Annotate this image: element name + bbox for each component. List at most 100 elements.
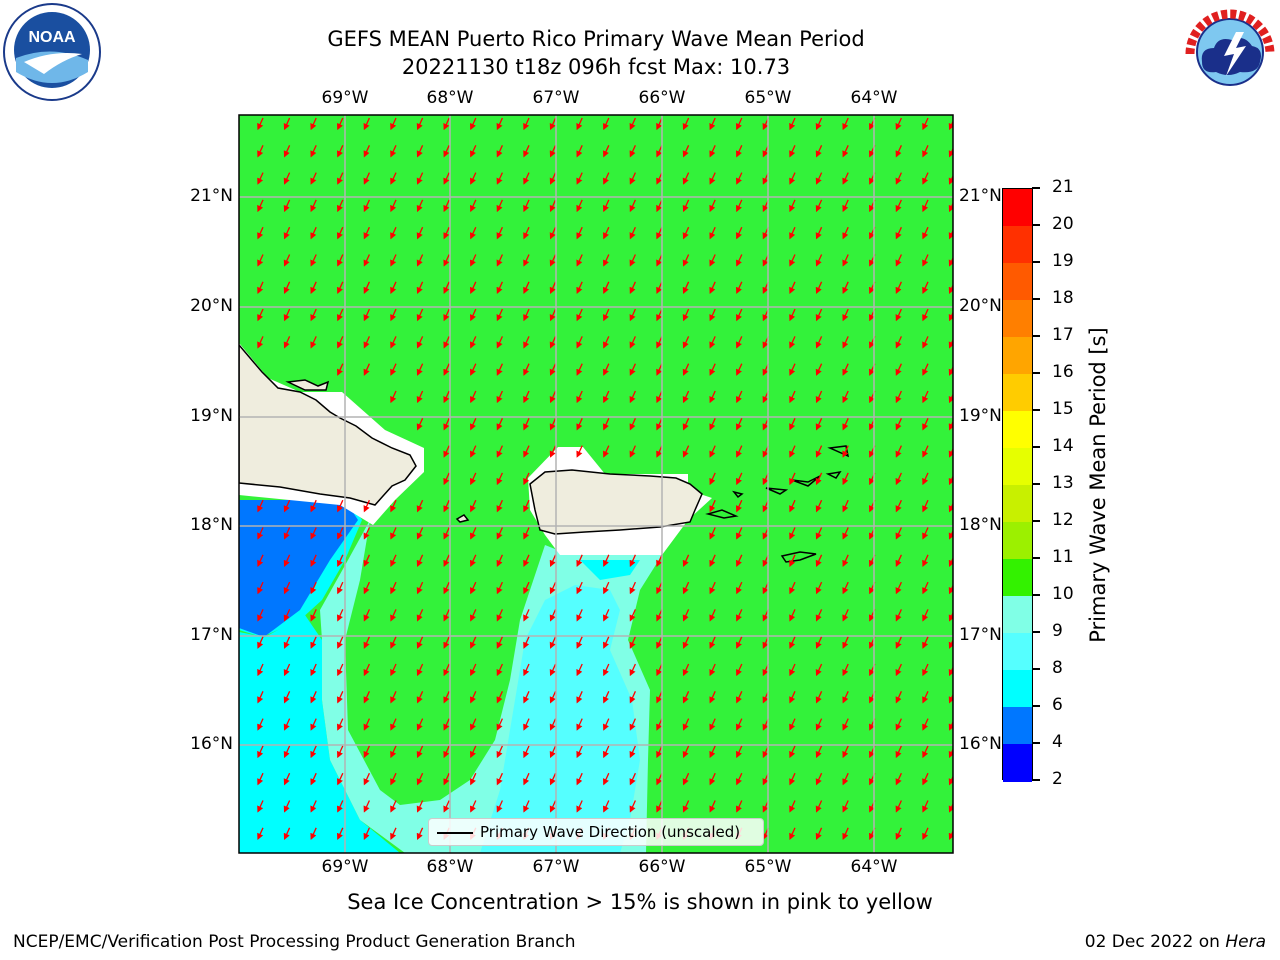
wave-direction-arrow <box>789 117 796 131</box>
wave-direction-arrow <box>735 554 743 567</box>
wave-direction-arrow <box>629 800 636 813</box>
wave-direction-arrow <box>390 117 397 131</box>
wave-direction-arrow <box>682 691 690 704</box>
wave-direction-arrow <box>815 527 823 540</box>
wave-direction-arrow <box>390 390 397 404</box>
wave-direction-arrow <box>310 663 317 677</box>
wave-direction-arrow <box>549 691 557 704</box>
wave-direction-arrow <box>523 663 530 677</box>
footer-date: 02 Dec 2022 on Hera <box>1085 932 1266 952</box>
wave-direction-arrow <box>842 472 849 486</box>
wave-direction-arrow <box>842 745 849 759</box>
colorbar-segment <box>1003 596 1032 634</box>
wave-direction-arrow <box>709 499 716 513</box>
wave-direction-arrow <box>895 827 902 840</box>
wave-direction-arrow <box>416 499 424 513</box>
wave-direction-arrow <box>842 308 849 322</box>
wave-direction-arrow <box>842 718 849 731</box>
wave-direction-arrow <box>390 199 397 213</box>
wave-direction-arrow <box>336 663 344 677</box>
wave-direction-arrow <box>735 636 743 649</box>
wave-direction-arrow <box>469 581 477 595</box>
wave-direction-arrow <box>576 554 583 567</box>
wave-direction-arrow <box>576 636 583 649</box>
colorbar-tick-mark <box>1032 187 1040 189</box>
wave-direction-arrow <box>549 308 557 322</box>
colorbar-tick-mark <box>1032 298 1040 300</box>
wave-direction-arrow <box>363 636 370 649</box>
wave-direction-arrow <box>735 226 743 240</box>
wave-direction-arrow <box>709 418 716 431</box>
wave-direction-arrow <box>948 474 953 486</box>
colorbar-tick-mark <box>1032 557 1040 559</box>
wave-direction-arrow <box>576 609 583 622</box>
wave-direction-arrow <box>815 800 823 813</box>
wave-direction-arrow <box>842 663 849 677</box>
wave-direction-arrow <box>815 745 823 759</box>
wave-direction-arrow <box>283 172 291 185</box>
wave-direction-arrow <box>310 527 317 540</box>
wave-direction-arrow <box>656 691 663 704</box>
wave-direction-arrow <box>629 554 636 567</box>
wave-direction-arrow <box>363 772 370 786</box>
wave-direction-arrow <box>257 636 264 649</box>
wave-direction-arrow <box>709 199 716 213</box>
wave-direction-arrow <box>922 636 929 649</box>
wave-direction-arrow <box>523 800 530 813</box>
wave-direction-arrow <box>815 663 823 677</box>
latitude-label: 18°N <box>190 515 233 535</box>
wave-direction-arrow <box>416 390 424 404</box>
wave-direction-arrow <box>922 609 929 622</box>
wave-direction-arrow <box>523 472 530 486</box>
colorbar-tick-mark <box>1032 779 1040 781</box>
wave-direction-arrow <box>815 499 823 513</box>
wave-direction-arrow <box>735 581 743 595</box>
wave-direction-arrow <box>390 499 397 513</box>
wave-direction-arrow <box>523 745 530 759</box>
wave-direction-arrow <box>922 827 929 840</box>
wave-direction-arrow <box>310 281 317 294</box>
wave-direction-arrow <box>629 581 636 595</box>
wave-direction-arrow <box>682 418 690 431</box>
wave-direction-arrow <box>576 363 583 376</box>
wave-direction-arrow <box>416 609 424 622</box>
wave-direction-arrow <box>709 308 716 322</box>
longitude-label: 67°W <box>532 857 580 877</box>
wave-direction-arrow <box>363 254 370 267</box>
wave-direction-arrow <box>895 336 902 349</box>
wave-direction-arrow <box>815 199 823 213</box>
wave-direction-arrow <box>815 281 823 294</box>
wave-direction-arrow <box>602 226 610 240</box>
wave-direction-arrow <box>390 609 397 622</box>
wave-direction-arrow <box>336 636 344 649</box>
wave-direction-arrow <box>523 199 530 213</box>
wave-direction-arrow <box>496 254 503 267</box>
colorbar-tick-mark <box>1032 705 1040 707</box>
wave-direction-arrow <box>629 772 636 786</box>
wave-direction-arrow <box>709 581 716 595</box>
wave-direction-arrow <box>602 363 610 376</box>
wave-direction-arrow <box>602 418 610 431</box>
colorbar-segment <box>1003 300 1032 338</box>
wave-direction-arrow <box>469 745 477 759</box>
wave-direction-arrow <box>682 554 690 567</box>
wave-direction-arrow <box>523 636 530 649</box>
wave-direction-arrow <box>576 718 583 731</box>
wave-direction-arrow <box>443 581 450 595</box>
wave-direction-arrow <box>549 745 557 759</box>
wave-direction-arrow <box>523 145 530 158</box>
wave-direction-arrow <box>257 117 264 131</box>
wave-direction-arrow <box>789 527 796 540</box>
wave-direction-arrow <box>416 308 424 322</box>
wave-direction-arrow <box>257 527 264 540</box>
wave-direction-arrow <box>257 827 264 840</box>
colorbar-tick-mark <box>1032 335 1040 337</box>
wave-direction-arrow <box>496 418 503 431</box>
wave-direction-arrow <box>842 363 849 376</box>
latitude-label: 21°N <box>190 186 233 206</box>
wave-direction-arrow <box>310 254 317 267</box>
wave-direction-arrow <box>922 308 929 322</box>
wave-direction-arrow <box>682 581 690 595</box>
longitude-label: 66°W <box>638 88 686 108</box>
wave-direction-arrow <box>283 281 291 294</box>
